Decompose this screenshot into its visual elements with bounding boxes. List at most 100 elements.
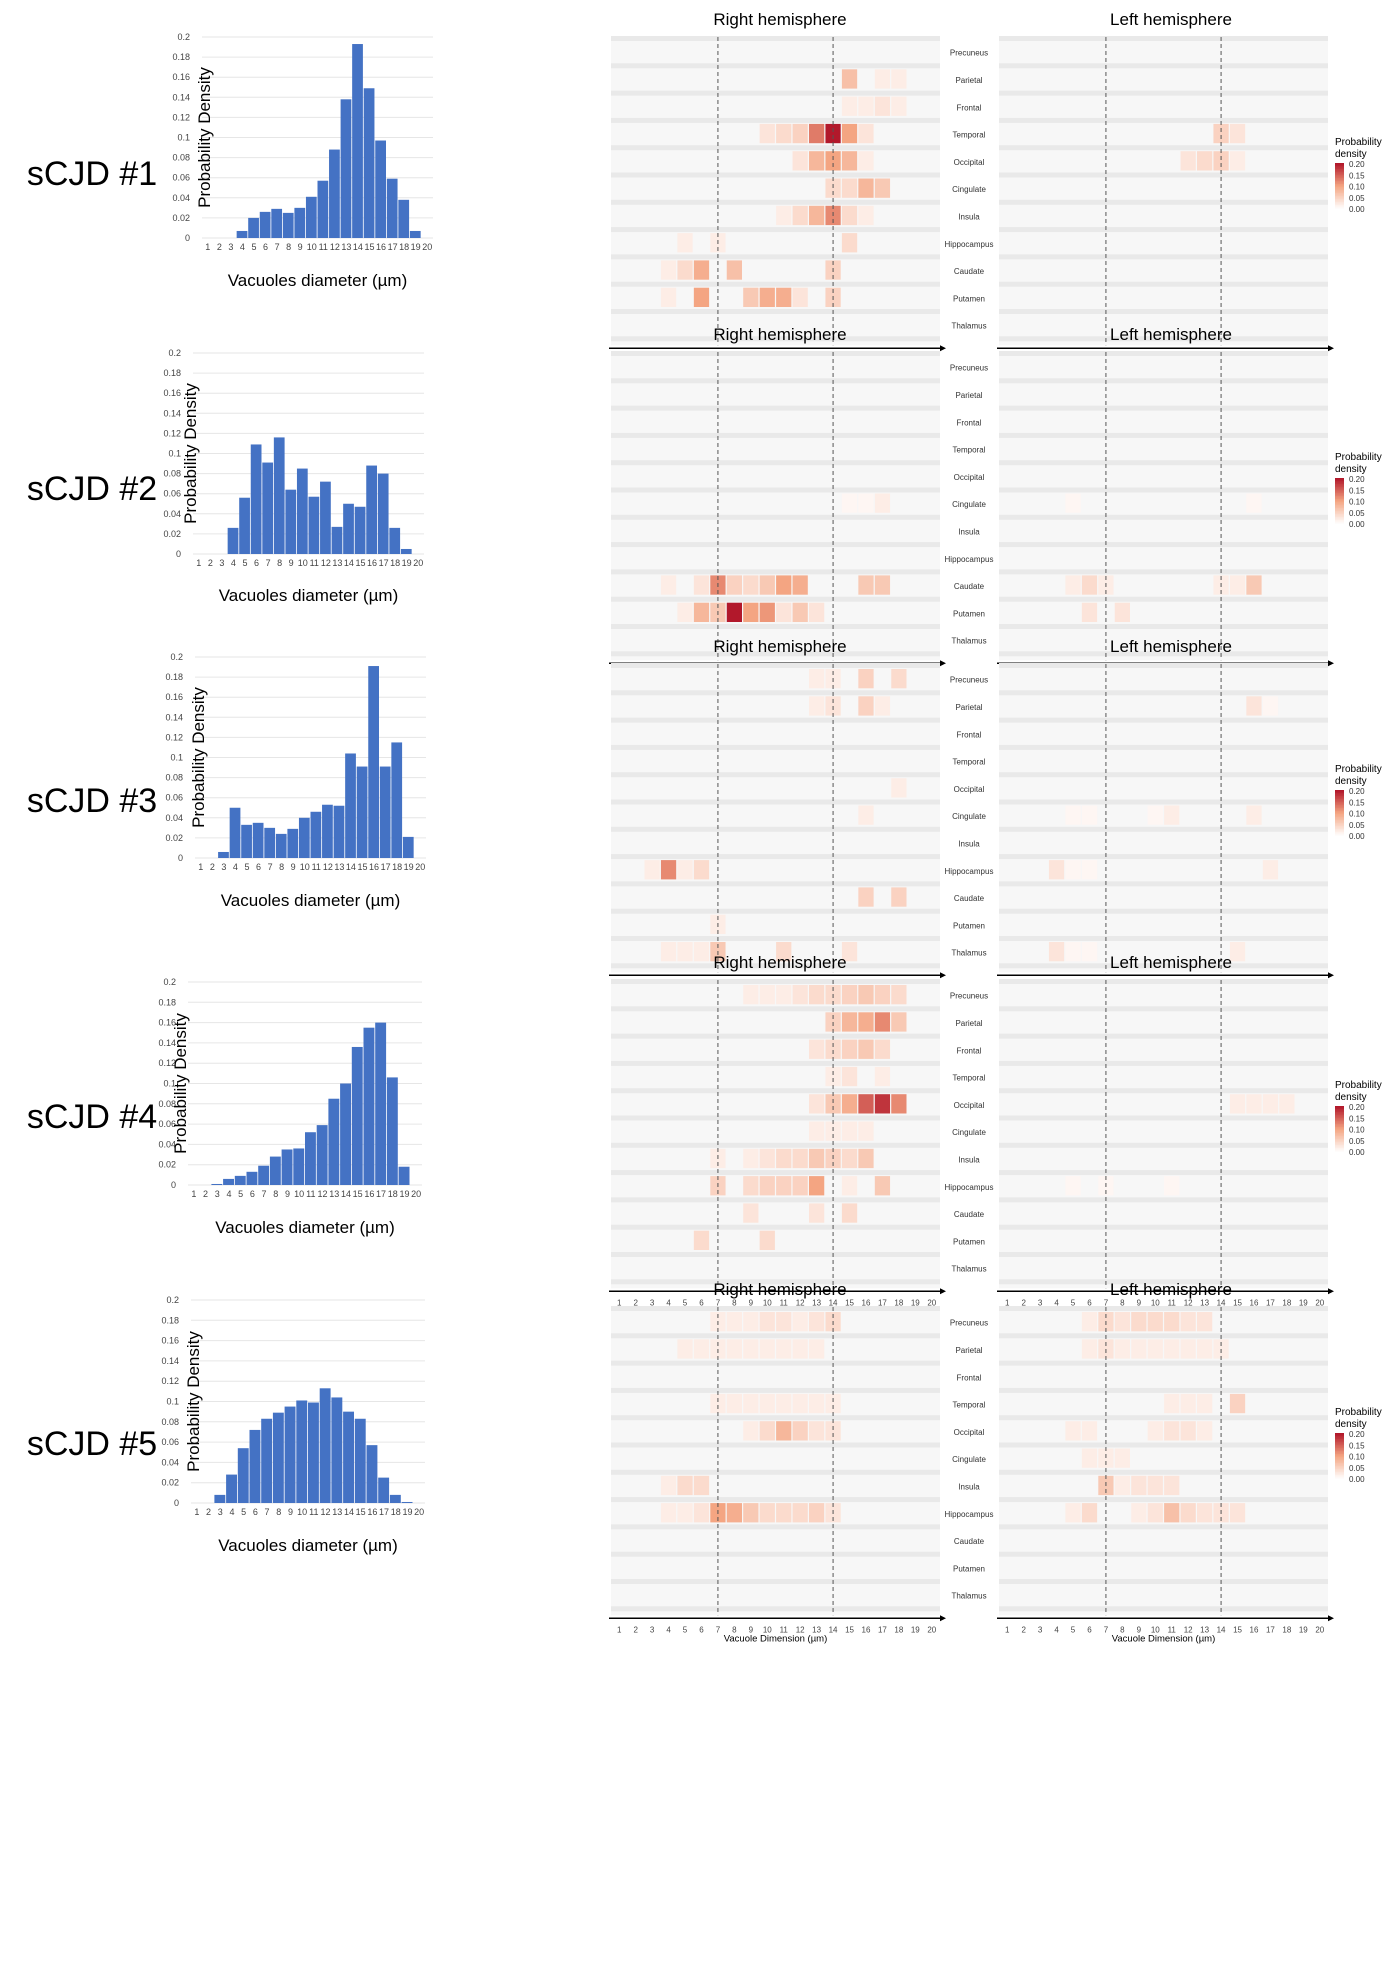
region-label: Thalamus [951, 949, 986, 958]
legend-gradient-step [1335, 1469, 1344, 1471]
x-tick-label: 19 [402, 558, 412, 568]
heatmap-cell [858, 123, 874, 144]
histogram-bar [305, 196, 317, 238]
y-tick-label: 0 [178, 853, 183, 863]
row-separator [999, 514, 1328, 520]
legend-gradient-step [1335, 166, 1344, 168]
y-tick-label: 0.06 [163, 489, 181, 499]
heatmap-cell [1081, 805, 1098, 825]
x-tick-label: 15 [845, 1298, 854, 1307]
legend-gradient-step [1335, 820, 1344, 822]
histogram-bar [250, 444, 262, 554]
heatmap-cell [874, 985, 891, 1005]
legend-tick-label: 0.20 [1349, 787, 1365, 796]
legend-gradient-step [1335, 190, 1344, 192]
row-separator [999, 172, 1328, 178]
x-tick-label: 19 [402, 1507, 412, 1517]
region-label: Putamen [953, 921, 985, 930]
region-label: Insula [958, 1155, 980, 1164]
heatmap-cell [858, 805, 874, 825]
y-tick-label: 0.04 [161, 1457, 179, 1467]
heatmap-cell [693, 260, 710, 280]
x-tick-label: 20 [1315, 1625, 1324, 1634]
x-tick-label: 20 [1315, 1298, 1324, 1307]
x-tick-label: 14 [829, 1625, 838, 1634]
histogram-bar [366, 465, 377, 554]
legend-title: Probability [1335, 452, 1382, 463]
x-tick-label: 19 [411, 242, 421, 252]
legend-gradient-step [1335, 1442, 1344, 1444]
heatmap-cell [1081, 860, 1098, 880]
heatmap-cell [660, 1475, 677, 1496]
histogram-chart: 0 0.02 0.04 0.06 0.08 0.1 0.12 0.14 0.16 0.18 0.2 1… [165, 652, 426, 910]
legend-tick-label: 0.00 [1349, 832, 1365, 841]
region-label: Cingulate [952, 500, 986, 509]
histogram-chart: 0 0.02 0.04 0.06 0.08 0.1 0.12 0.14 0.16 0.18 0.2 1… [163, 348, 424, 605]
legend-gradient-step [1335, 205, 1344, 207]
x-tick-label: 4 [231, 558, 236, 568]
heatmap-cell [792, 1393, 808, 1414]
x-tick-label: 10 [300, 862, 310, 872]
legend-gradient-step [1335, 1143, 1344, 1146]
x-tick-label: 1 [617, 1298, 622, 1307]
y-tick-label: 0.12 [161, 1376, 179, 1386]
legend-tick-label: 0.00 [1349, 1148, 1365, 1157]
legend-gradient-step [1335, 178, 1344, 180]
region-label: Temporal [953, 758, 986, 767]
y-axis-label: Probability Density [184, 1331, 203, 1472]
region-labels: Precuneus Parietal Frontal Temporal Occipita… [945, 49, 994, 331]
legend-gradient-step [1335, 182, 1344, 185]
x-tick-label: 4 [1054, 1298, 1059, 1307]
heatmap-cell [809, 1393, 825, 1414]
legend-gradient-step [1335, 1133, 1344, 1135]
legend-gradient-step [1335, 505, 1344, 507]
legend-gradient-step [1335, 1139, 1344, 1141]
legend-gradient-step [1335, 503, 1344, 506]
heatmap-cell [792, 151, 808, 171]
row-separator [999, 432, 1328, 438]
row-separator [611, 117, 940, 123]
legend-gradient-step [1335, 1476, 1344, 1479]
heatmap-cell [825, 151, 841, 171]
legend-gradient-step [1335, 799, 1344, 801]
legend-gradient-step [1335, 824, 1344, 827]
histogram-chart: 0 0.02 0.04 0.06 0.08 0.1 0.12 0.14 0.16 0.18 0.2 1… [158, 977, 422, 1237]
row-separator [611, 1415, 940, 1421]
region-label: Caudate [954, 582, 985, 591]
row-separator [611, 487, 940, 493]
histogram-bar [351, 1046, 363, 1185]
region-label: Occipital [954, 473, 985, 482]
x-tick-label: 6 [250, 1189, 255, 1199]
y-tick-label: 0.06 [161, 1437, 179, 1447]
y-tick-label: 0.2 [163, 977, 176, 987]
heatmap-cell [1164, 805, 1180, 825]
legend-tick-label: 0.10 [1349, 183, 1365, 192]
heatmap-cell [841, 151, 858, 171]
heatmap-cell [677, 260, 693, 280]
heatmap-cell [743, 1503, 759, 1523]
row-separator [999, 351, 1328, 356]
row-separator [611, 145, 940, 151]
x-tick-label: 7 [265, 1507, 270, 1517]
row-separator [999, 1387, 1328, 1393]
histogram-bar [320, 481, 331, 554]
legend-gradient-step [1335, 1452, 1344, 1455]
heatmap-cell [841, 1012, 858, 1032]
legend-tick-label: 0.10 [1349, 1126, 1365, 1135]
legend-gradient-step [1335, 809, 1344, 812]
y-axis-label: Probability Density [171, 1013, 190, 1154]
legend-gradient-step [1335, 200, 1344, 203]
row-separator [999, 1142, 1328, 1148]
histogram-bar [333, 805, 345, 858]
row-separator [999, 1524, 1328, 1530]
x-tick-label: 10 [297, 1507, 307, 1517]
row-separator [999, 1033, 1328, 1039]
legend-gradient-step [1335, 1458, 1344, 1461]
x-axis-arrow [1328, 345, 1334, 352]
x-tick-label: 19 [404, 862, 414, 872]
legend-gradient-step [1335, 1116, 1344, 1119]
x-tick-label: 5 [683, 1625, 688, 1634]
legend-gradient-step [1335, 829, 1344, 831]
